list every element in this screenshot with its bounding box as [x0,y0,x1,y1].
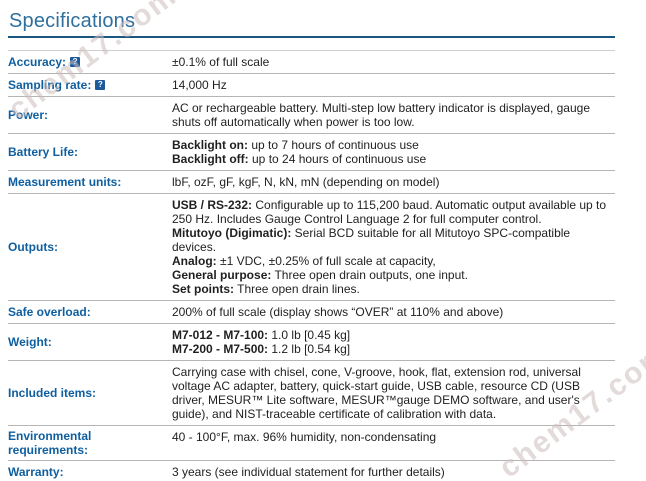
table-row: Battery Life: Backlight on: up to 7 hours… [8,134,615,171]
row-label: Power: [8,97,172,133]
row-label: Environmental requirements: [8,426,172,460]
row-label: Sampling rate:? [8,74,172,96]
table-row: Sampling rate:? 14,000 Hz [8,74,615,97]
value-paragraph: Mitutoyo (Digimatic): Serial BCD suitabl… [172,226,571,254]
row-label: Included items: [8,361,172,425]
row-value: ±0.1% of full scale [172,51,615,73]
table-row: Safe overload: 200% of full scale (displa… [8,301,615,324]
row-label-text: Accuracy: [8,55,67,69]
row-label-text: Environmental requirements: [8,429,92,457]
title-underline [8,36,615,38]
value-paragraph: 14,000 Hz [172,78,227,92]
help-icon[interactable]: ? [70,57,81,67]
value-paragraph: 3 years (see individual statement for fu… [172,465,445,479]
row-value: Carrying case with chisel, cone, V-groov… [172,361,615,425]
row-label: Battery Life: [8,134,172,170]
table-row: Power: AC or rechargeable battery. Multi-… [8,97,615,134]
row-label: Warranty: [8,461,172,481]
value-paragraph: Carrying case with chisel, cone, V-groov… [172,365,581,421]
row-label-text: Sampling rate: [8,78,92,92]
value-paragraph: General purpose: Three open drain output… [172,268,468,282]
row-label: Accuracy:? [8,51,172,73]
row-label-text: Outputs: [8,240,58,254]
row-value: 14,000 Hz [172,74,615,96]
row-value: Backlight on: up to 7 hours of continuou… [172,134,615,170]
value-paragraph: USB / RS-232: Configurable up to 115,200… [172,198,607,226]
table-row: Weight: M7-012 - M7-100: 1.0 lb [0.45 kg]… [8,324,615,361]
row-value: 200% of full scale (display shows “OVER”… [172,301,615,323]
row-label: Outputs: [8,194,172,300]
row-value: 3 years (see individual statement for fu… [172,461,615,481]
value-paragraph: 40 - 100°F, max. 96% humidity, non-conde… [172,430,437,444]
table-row: Outputs: USB / RS-232: Configurable up to… [8,194,615,301]
row-label-text: Power: [8,108,49,122]
value-paragraph: lbF, ozF, gF, kgF, N, kN, mN (depending … [172,175,440,189]
value-paragraph: Analog: ±1 VDC, ±0.25% of full scale at … [172,254,436,268]
specifications-table: Accuracy:? ±0.1% of full scale Sampling ra… [8,50,615,481]
row-label-text: Measurement units: [8,175,122,189]
row-value: lbF, ozF, gF, kgF, N, kN, mN (depending … [172,171,615,193]
value-paragraph: ±0.1% of full scale [172,55,270,69]
value-paragraph: 200% of full scale (display shows “OVER”… [172,305,504,319]
row-label: Safe overload: [8,301,172,323]
row-value: AC or rechargeable battery. Multi-step l… [172,97,615,133]
row-label: Measurement units: [8,171,172,193]
row-label-text: Included items: [8,386,97,400]
value-paragraph: M7-200 - M7-500: 1.2 lb [0.54 kg] [172,342,351,356]
page-title: Specifications [9,10,136,32]
table-row: Warranty: 3 years (see individual stateme… [8,461,615,481]
row-label: Weight: [8,324,172,360]
value-paragraph: AC or rechargeable battery. Multi-step l… [172,101,590,129]
row-value: USB / RS-232: Configurable up to 115,200… [172,194,615,300]
table-row: Accuracy:? ±0.1% of full scale [8,51,615,74]
value-paragraph: Backlight on: up to 7 hours of continuou… [172,138,419,152]
row-label-text: Weight: [8,335,52,349]
row-label-text: Warranty: [8,465,64,479]
help-icon[interactable]: ? [95,80,106,90]
value-paragraph: Backlight off: up to 24 hours of continu… [172,152,427,166]
table-row: Measurement units: lbF, ozF, gF, kgF, N, … [8,171,615,194]
row-value: 40 - 100°F, max. 96% humidity, non-conde… [172,426,615,460]
table-row: Included items: Carrying case with chisel… [8,361,615,426]
row-label-text: Safe overload: [8,305,91,319]
row-label-text: Battery Life: [8,145,79,159]
table-row: Environmental requirements: 40 - 100°F, m… [8,426,615,461]
row-value: M7-012 - M7-100: 1.0 lb [0.45 kg] M7-200 … [172,324,615,360]
value-paragraph: M7-012 - M7-100: 1.0 lb [0.45 kg] [172,328,351,342]
value-paragraph: Set points: Three open drain lines. [172,282,360,296]
